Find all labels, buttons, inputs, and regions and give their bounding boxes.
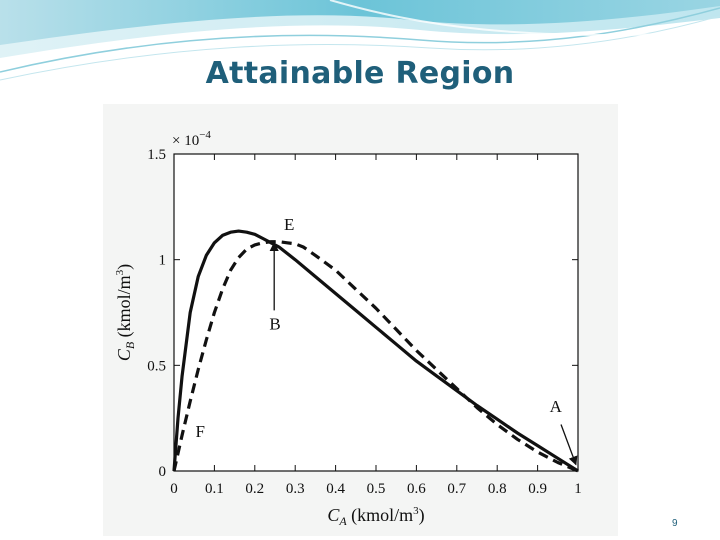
y-axis-multiplier: × 10−4 [172,129,211,149]
x-tick-label: 0.8 [488,481,507,497]
figure-panel: 0 0.1 0.2 0.3 0.4 0.5 0.6 0.7 0.8 0.9 1 0 0.5 1 1.5 × 1… [103,104,618,536]
x-tick-label: 0.7 [447,481,466,497]
x-tick-label: 0.9 [528,481,547,497]
plot-frame [173,153,579,472]
series-line-solid [172,229,579,473]
y-tick-label: 0.5 [147,358,166,374]
annotation-label-f: F [196,422,205,441]
y-tick-label: 1.5 [147,147,166,163]
x-axis-label: CA (kmol/m3) [327,505,424,528]
slide-title: Attainable Region [205,56,515,91]
x-tick-label: 0.6 [407,481,426,497]
x-tick-label: 0.3 [286,481,305,497]
x-tick-label: 0.5 [367,481,386,497]
series-line-dashed [172,240,579,473]
y-tick-label: 0 [159,464,167,480]
annotation-arrow [560,424,578,466]
x-tick-label: 1 [574,481,582,497]
annotation-label-e: E [284,215,294,234]
y-tick-label: 1 [159,253,167,269]
x-tick-label: 0.2 [245,481,264,497]
annotation-label-a: A [550,397,563,416]
x-tick-label: 0.4 [326,481,345,497]
attainable-region-chart: 0 0.1 0.2 0.3 0.4 0.5 0.6 0.7 0.8 0.9 1 0 0.5 1 1.5 × 1… [114,129,582,528]
x-tick-label: 0 [170,481,178,497]
annotation-label-b: B [269,314,280,333]
slide-number: 9 [672,518,678,529]
x-tick-label: 0.1 [205,481,224,497]
header-swoosh-decoration [0,0,720,81]
y-axis-label: CB (kmol/m3) [114,264,137,361]
